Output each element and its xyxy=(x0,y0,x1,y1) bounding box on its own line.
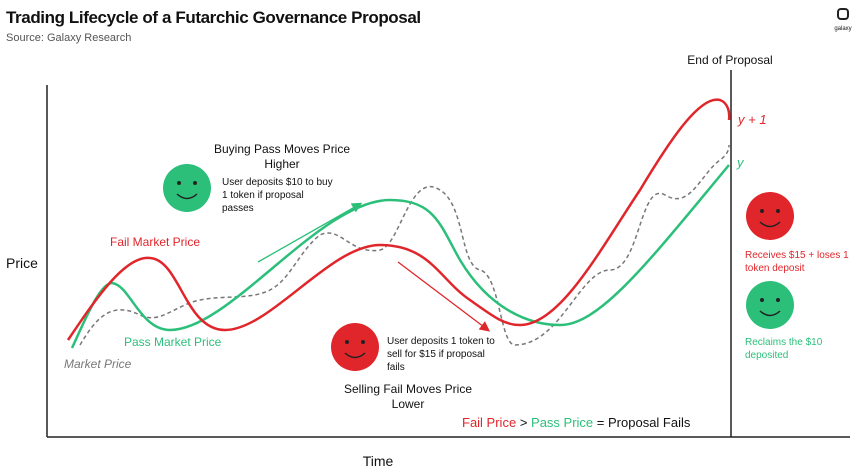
smiley-mouth xyxy=(759,310,781,317)
pass-outcome: Reclaims the $10 xyxy=(745,337,823,348)
pass-price: Pass Price xyxy=(531,415,593,430)
x-label: Time xyxy=(363,453,394,469)
smiley-mouth xyxy=(344,352,366,359)
pass-outcome: deposited xyxy=(745,350,788,361)
fail-outcome: Receives $15 + loses 1 xyxy=(745,250,849,261)
smiley-eye xyxy=(776,209,780,213)
smiley-eye xyxy=(193,181,197,185)
sell-arrow xyxy=(397,261,491,332)
eq: = xyxy=(597,415,605,430)
fail-label: Fail Market Price xyxy=(110,235,200,249)
logo-text: galaxy xyxy=(834,26,851,32)
smiley-face xyxy=(746,281,794,329)
end-label: End of Proposal xyxy=(687,53,772,67)
smiley xyxy=(331,323,379,371)
y-plus-1-label: y + 1 xyxy=(737,112,767,127)
smiley-eye xyxy=(177,181,181,185)
smiley xyxy=(746,192,794,240)
smiley-mouth xyxy=(759,221,781,228)
title: Trading Lifecycle of a Futarchic Governa… xyxy=(6,8,421,27)
sell-note: sell for $15 if proposal xyxy=(387,349,485,360)
pass-label: Pass Market Price xyxy=(124,335,222,349)
fail-price: Fail Price xyxy=(462,415,516,430)
buy-note: 1 token if proposal xyxy=(222,190,304,201)
smiley-eye xyxy=(776,298,780,302)
sell-note: User deposits 1 token to xyxy=(387,336,495,347)
smiley-face xyxy=(331,323,379,371)
y-label: Price xyxy=(6,255,38,271)
smiley-eye xyxy=(345,340,349,344)
fail-outcome: token deposit xyxy=(745,263,805,274)
smiley-eye xyxy=(361,340,365,344)
pass-curve xyxy=(70,164,730,349)
smiley-face xyxy=(163,164,211,212)
buy-note: User deposits $10 to buy xyxy=(222,177,333,188)
market-label: Market Price xyxy=(64,357,132,371)
smiley xyxy=(163,164,211,212)
conclusion: Fail Price > Pass Price = Proposal Fails xyxy=(462,415,691,430)
gt: > xyxy=(520,415,528,430)
source: Source: Galaxy Research xyxy=(6,32,131,44)
logo-icon xyxy=(837,8,849,20)
sell-note: fails xyxy=(387,362,405,373)
fail-curve xyxy=(66,98,731,341)
buy-title: Buying Pass Moves Price xyxy=(214,142,350,156)
buy-note: passes xyxy=(222,203,254,214)
y-label-curve: y xyxy=(736,155,745,170)
market-curve xyxy=(79,144,730,346)
smiley-eye xyxy=(760,298,764,302)
smiley-eye xyxy=(760,209,764,213)
sell-title: Selling Fail Moves Price xyxy=(344,382,472,396)
smiley-mouth xyxy=(176,193,198,200)
smiley xyxy=(746,281,794,329)
buy-arrow xyxy=(257,202,363,263)
sell-title: Lower xyxy=(392,397,425,411)
smiley-face xyxy=(746,192,794,240)
result: Proposal Fails xyxy=(608,415,691,430)
buy-title: Higher xyxy=(264,157,299,171)
